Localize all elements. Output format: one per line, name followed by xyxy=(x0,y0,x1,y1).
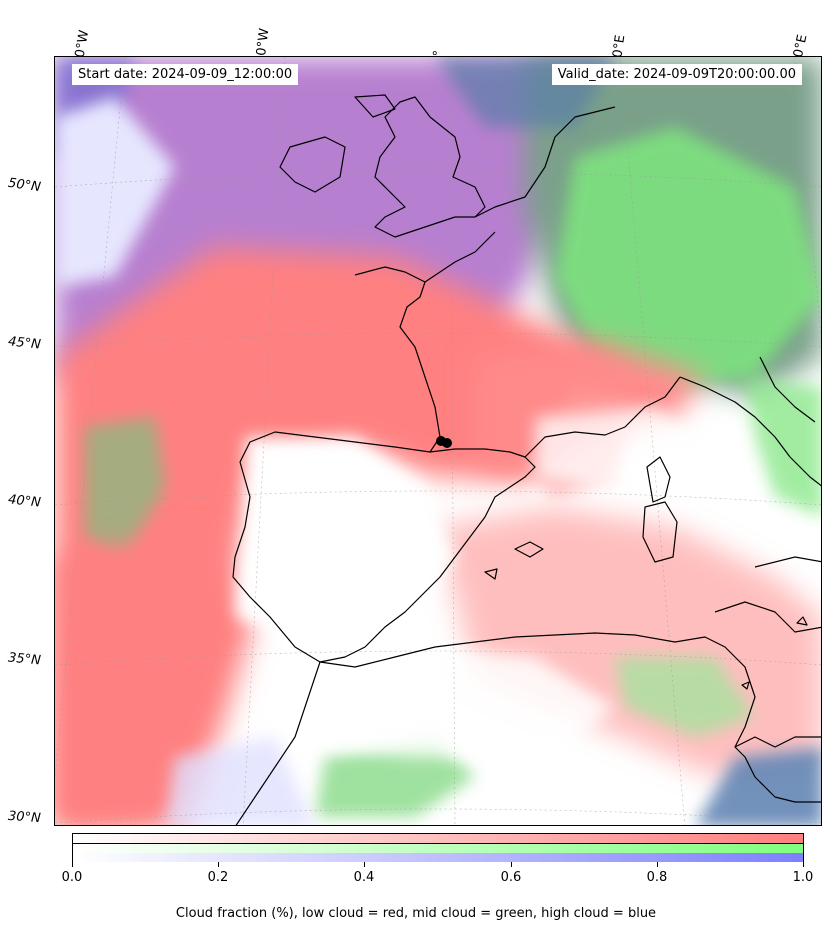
cb-tick-1: 0.2 xyxy=(207,870,229,885)
cb-tick-3: 0.6 xyxy=(500,870,522,885)
cb-tick-5: 1.0 xyxy=(792,870,814,885)
cb-tickmark xyxy=(657,862,658,867)
lat-label-45n: 45°N xyxy=(7,334,42,353)
cb-tickmark xyxy=(72,862,73,867)
colorbar-caption: Cloud fraction (%), low cloud = red, mid… xyxy=(175,906,657,921)
valid-date-label: Valid_date: 2024-09-09T20:00:00.00 xyxy=(551,64,802,85)
lat-label-35n: 35°N xyxy=(7,650,42,669)
cb-tickmark xyxy=(803,862,804,867)
location-marker-2[interactable] xyxy=(442,438,452,448)
cb-tickmark xyxy=(511,862,512,867)
cb-tick-4: 0.8 xyxy=(646,870,668,885)
colorbar-low-row xyxy=(73,834,803,843)
coastlines xyxy=(232,94,821,825)
cloud-field xyxy=(55,57,821,825)
start-date-label: Start date: 2024-09-09_12:00:00 xyxy=(72,64,299,85)
colorbar xyxy=(72,833,804,862)
lat-label-30n: 30°N xyxy=(7,808,42,827)
cb-tick-2: 0.4 xyxy=(353,870,375,885)
colorbar-high-row xyxy=(73,853,803,862)
cb-tickmark xyxy=(364,862,365,867)
lat-label-50n: 50°N xyxy=(7,175,42,196)
map-canvas xyxy=(55,57,821,825)
cb-tick-0: 0.0 xyxy=(61,870,83,885)
cb-tickmark xyxy=(218,862,219,867)
graticule xyxy=(55,57,821,825)
lat-label-40n: 40°N xyxy=(7,492,42,511)
cloud-fraction-map[interactable] xyxy=(54,56,822,826)
